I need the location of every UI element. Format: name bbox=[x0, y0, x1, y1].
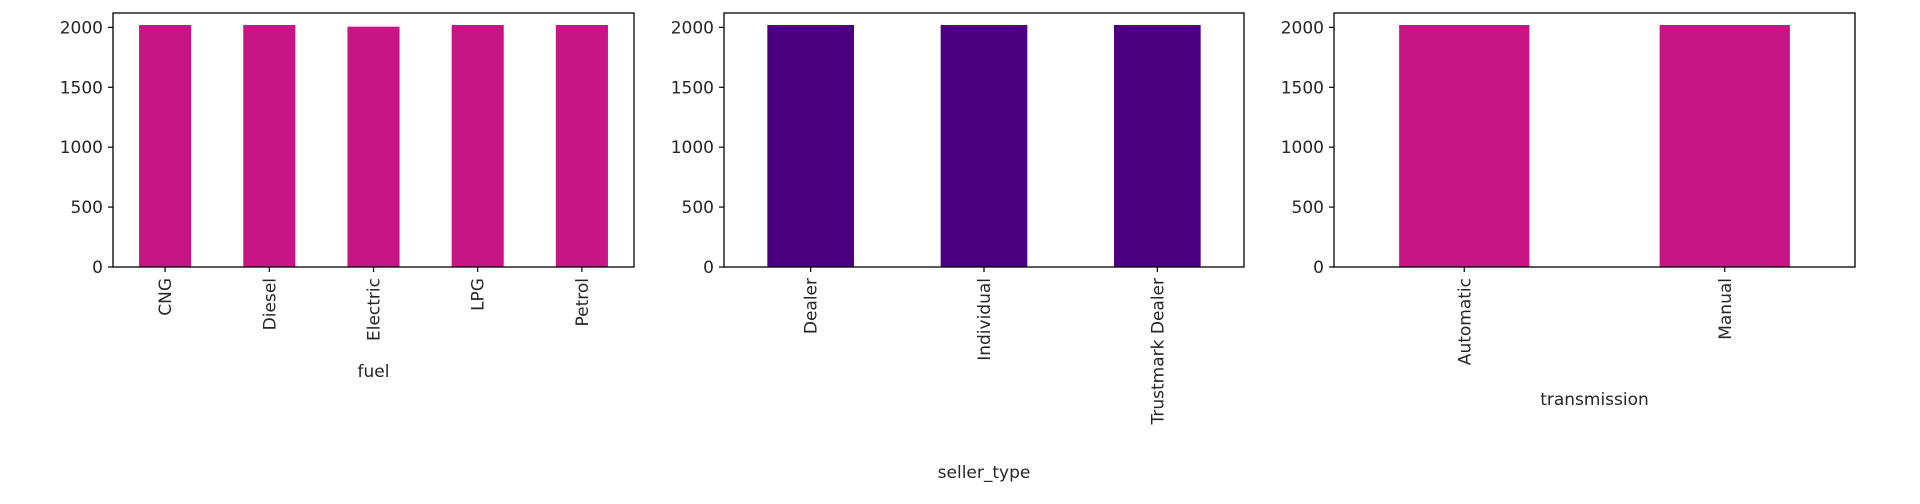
y-tick-label: 500 bbox=[682, 198, 714, 218]
axes-frame bbox=[1333, 12, 1856, 268]
x-tick-label: Diesel bbox=[260, 278, 280, 330]
x-axis-label: transmission bbox=[1540, 390, 1649, 410]
x-tick-label: Trustmark Dealer bbox=[1148, 278, 1168, 426]
y-tick-label: 2000 bbox=[1281, 18, 1324, 38]
bar-dealer bbox=[767, 24, 854, 267]
y-tick-label: 1500 bbox=[1281, 78, 1324, 98]
bar-cng bbox=[139, 24, 192, 267]
x-tick-label: Petrol bbox=[573, 278, 593, 327]
x-tick-label: LPG bbox=[469, 278, 489, 311]
bar-automatic bbox=[1399, 24, 1530, 267]
bar-trustmark-dealer bbox=[1114, 24, 1201, 267]
bar-diesel bbox=[243, 24, 296, 267]
x-tick-label: Electric bbox=[365, 278, 385, 341]
bar-petrol bbox=[555, 24, 608, 267]
chart-panel-2: 0 500 1000 1500 2000 Dealer Individual Trustmar… bbox=[671, 12, 1245, 483]
x-tick-label: Manual bbox=[1716, 278, 1736, 340]
y-tick-label: 1000 bbox=[671, 138, 714, 158]
y-tick-label: 0 bbox=[92, 258, 103, 278]
bar-lpg bbox=[451, 24, 504, 267]
y-tick-label: 500 bbox=[1292, 198, 1324, 218]
x-axis-label: fuel bbox=[358, 362, 390, 382]
bar-electric bbox=[347, 26, 400, 267]
y-tick-label: 500 bbox=[71, 198, 103, 218]
x-tick-label: Individual bbox=[975, 278, 995, 361]
y-tick-label: 1000 bbox=[60, 138, 103, 158]
y-tick-label: 1500 bbox=[60, 78, 103, 98]
y-tick-label: 2000 bbox=[60, 18, 103, 38]
y-tick-label: 2000 bbox=[671, 18, 714, 38]
chart-panel-1: 0 500 1000 1500 2000 CNG Diesel Electric LPG Petr… bbox=[60, 12, 635, 382]
bar-individual bbox=[940, 24, 1028, 267]
y-tick-label: 1000 bbox=[1281, 138, 1324, 158]
x-tick-label: CNG bbox=[156, 278, 176, 316]
y-tick-label: 0 bbox=[1313, 258, 1324, 278]
y-tick-label: 0 bbox=[703, 258, 714, 278]
x-tick-label: Automatic bbox=[1455, 278, 1475, 365]
y-tick-label: 1500 bbox=[671, 78, 714, 98]
chart-panel-3: 0 500 1000 1500 2000 Automatic Manual transmiss… bbox=[1281, 12, 1856, 410]
x-axis-label: seller_type bbox=[938, 463, 1031, 483]
x-tick-label: Dealer bbox=[802, 278, 822, 334]
bar-manual bbox=[1659, 24, 1790, 267]
